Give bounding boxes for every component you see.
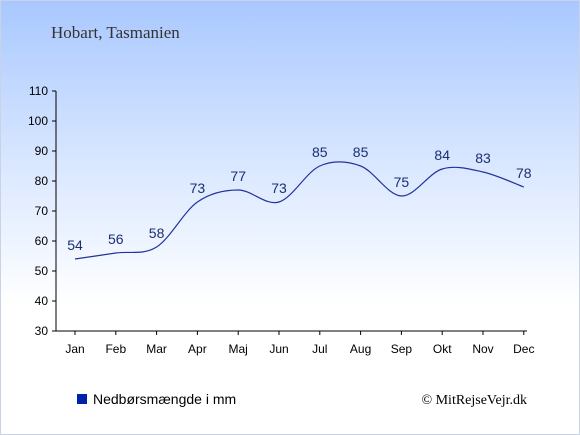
y-tick-label: 40	[35, 294, 49, 308]
y-tick-label: 30	[35, 324, 49, 338]
x-tick-label: Aug	[350, 342, 371, 356]
x-tick-label: Jan	[65, 342, 84, 356]
data-label: 75	[394, 174, 410, 190]
x-tick-label: Maj	[229, 342, 248, 356]
source-credit: © MitRejseVejr.dk	[421, 393, 527, 408]
x-tick-label: Mar	[146, 342, 167, 356]
data-label: 58	[149, 225, 165, 241]
chart-title: Hobart, Tasmanien	[51, 23, 180, 42]
y-tick-label: 70	[35, 204, 49, 218]
x-tick-label: Apr	[188, 342, 207, 356]
y-tick-label: 110	[29, 84, 48, 98]
legend-label: Nedbørsmængde i mm	[93, 391, 236, 407]
data-label: 84	[434, 147, 450, 163]
data-label: 56	[108, 231, 124, 247]
data-label: 73	[271, 180, 287, 196]
x-tick-label: Okt	[433, 342, 452, 356]
y-tick-label: 60	[35, 234, 49, 248]
y-tick-label: 50	[35, 264, 49, 278]
x-tick-label: Jun	[269, 342, 288, 356]
data-label: 73	[190, 180, 206, 196]
data-label: 78	[516, 165, 532, 181]
data-label: 77	[230, 168, 246, 184]
data-label: 83	[475, 150, 491, 166]
x-tick-label: Jul	[312, 342, 327, 356]
x-tick-label: Dec	[513, 342, 534, 356]
y-tick-label: 80	[35, 174, 49, 188]
y-tick-label: 100	[28, 114, 48, 128]
data-label: 85	[353, 144, 369, 160]
legend-swatch	[77, 394, 87, 404]
x-tick-label: Sep	[391, 342, 413, 356]
series-line	[74, 161, 525, 260]
data-label: 85	[312, 144, 328, 160]
x-tick-label: Nov	[472, 342, 493, 356]
data-label: 54	[67, 237, 83, 253]
y-tick-label: 90	[35, 144, 49, 158]
x-tick-label: Feb	[105, 342, 126, 356]
